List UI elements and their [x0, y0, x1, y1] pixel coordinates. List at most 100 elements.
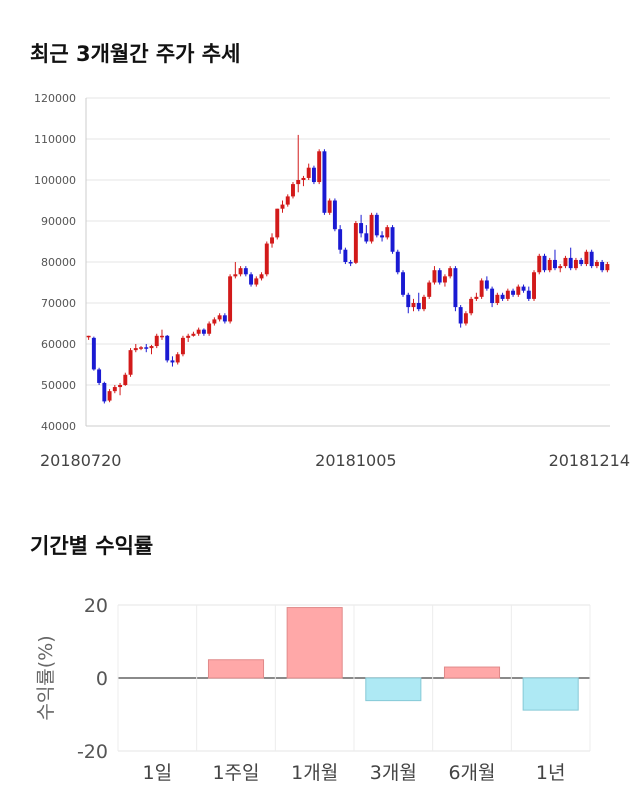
candle-body	[406, 294, 411, 308]
candle-body	[437, 270, 442, 283]
return-y-tick-label: 0	[96, 668, 108, 690]
candle-body	[160, 335, 164, 338]
candle-body	[532, 272, 536, 299]
return-bar	[286, 607, 343, 679]
candle-body	[165, 335, 170, 361]
candle-body	[385, 227, 390, 238]
candle-body	[296, 180, 301, 185]
candle-body	[511, 290, 516, 295]
return-bar	[365, 677, 422, 702]
candle-body	[469, 298, 474, 314]
candle-body	[107, 391, 112, 401]
candle-body	[380, 235, 385, 238]
candle-body	[301, 177, 306, 180]
candle-body	[201, 329, 206, 334]
candle-body	[542, 255, 547, 271]
candle-body	[180, 337, 185, 355]
candle-body	[186, 335, 191, 338]
candle-body	[353, 223, 358, 263]
period-return-bar-chart: -20 0 20 1일 1주일 1개월 3개월 6개월 1년 수익률(%)	[35, 595, 591, 784]
candle-body	[558, 266, 563, 269]
candle-body	[311, 167, 316, 183]
candle-body	[411, 303, 416, 308]
candle-body	[191, 333, 196, 336]
candle-body	[547, 259, 552, 271]
price-x-tick-label: 20181005	[315, 451, 396, 470]
candle-body	[395, 251, 400, 273]
candle-body	[327, 200, 332, 213]
candle-body	[332, 200, 337, 230]
candle-body	[374, 214, 379, 236]
candle-body	[553, 259, 557, 269]
candle-body	[133, 348, 138, 351]
candle-body	[228, 276, 233, 322]
price-y-tick-label: 120000	[34, 92, 76, 105]
return-y-tick-label: -20	[77, 741, 108, 763]
candle-body	[584, 251, 589, 265]
return-bar	[443, 666, 501, 679]
candle-body	[112, 387, 117, 392]
candle-body	[243, 268, 248, 275]
candle-body	[505, 290, 510, 299]
candle-body	[589, 251, 594, 267]
candle-body	[207, 323, 212, 334]
candle-body	[343, 249, 348, 262]
candle-body	[348, 262, 353, 264]
price-x-tick-label: 20181214	[549, 451, 630, 470]
candle-body	[500, 294, 505, 299]
candle-body	[128, 350, 133, 375]
candle-body	[526, 290, 531, 299]
candle-body	[97, 369, 102, 383]
candle-body	[416, 303, 421, 310]
candle-body	[448, 268, 453, 277]
price-y-tick-label: 60000	[41, 338, 76, 351]
candle-body	[442, 276, 447, 283]
return-category-label: 3개월	[370, 762, 417, 784]
candle-body	[139, 347, 143, 349]
price-candlestick-chart: 40000 50000 60000 70000 80000 90000 100000 1100…	[34, 92, 630, 470]
candle-body	[86, 335, 91, 338]
candle-body	[196, 329, 201, 334]
candle-body	[123, 374, 128, 385]
return-category-label: 1일	[143, 762, 173, 784]
candle-body	[600, 262, 605, 271]
candle-body	[605, 264, 610, 271]
candle-body	[144, 347, 149, 349]
candle-body	[579, 259, 584, 265]
return-y-tick-label: 20	[84, 595, 108, 617]
candle-body	[401, 272, 405, 295]
candle-body	[91, 337, 96, 370]
candle-body	[238, 268, 243, 275]
price-y-tick-label: 90000	[41, 215, 76, 228]
candle-body	[568, 257, 573, 269]
candle-body	[275, 208, 280, 238]
candle-body	[474, 296, 479, 299]
candle-body	[537, 255, 542, 273]
candle-body	[432, 270, 437, 283]
candle-body	[573, 259, 578, 269]
candle-body	[453, 268, 458, 308]
period-return-title: 기간별 수익률	[30, 534, 154, 558]
candle-body	[369, 214, 374, 242]
return-category-label: 1주일	[212, 762, 259, 784]
return-category-label: 1년	[536, 762, 566, 784]
price-x-tick-label: 20180720	[40, 451, 121, 470]
candle-body	[422, 296, 426, 310]
candle-body	[427, 282, 432, 297]
candle-body	[259, 274, 264, 279]
price-y-tick-label: 100000	[34, 174, 76, 187]
candle-body	[563, 257, 568, 267]
candle-body	[364, 233, 369, 242]
candle-body	[222, 315, 227, 322]
candle-body	[306, 167, 311, 178]
candle-body	[458, 307, 463, 324]
candle-body	[175, 354, 180, 363]
candle-body	[212, 319, 217, 324]
candle-body	[249, 274, 254, 285]
candle-body	[264, 243, 269, 275]
candle-body	[217, 315, 222, 320]
price-y-tick-label: 40000	[41, 420, 76, 433]
candle-body	[322, 151, 327, 213]
return-bar	[207, 659, 265, 679]
price-y-tick-label: 110000	[34, 133, 76, 146]
